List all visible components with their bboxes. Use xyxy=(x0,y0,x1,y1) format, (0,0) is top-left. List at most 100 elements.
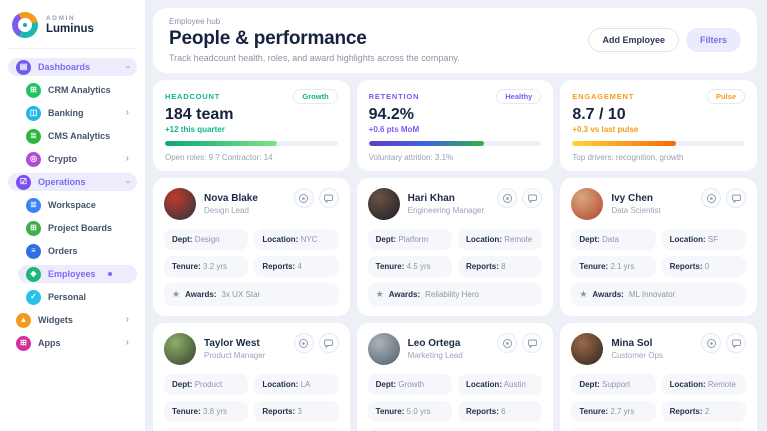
reports-field: Reports: 3 xyxy=(254,401,339,422)
chevron-icon: › xyxy=(125,153,129,164)
comment-button[interactable] xyxy=(318,333,339,353)
kpi-note: Voluntary attrition: 3.1% xyxy=(368,153,454,162)
kpi-note: Open roles: 9 ? Contractor: 14 xyxy=(165,153,273,162)
kpi-status-badge[interactable]: Pulse xyxy=(706,89,745,104)
tenure-field: Tenure: 2.7 yrs xyxy=(571,401,656,422)
sidebar-item-icon: ◈ xyxy=(26,266,41,282)
dept-field: Dept: Platform xyxy=(367,229,452,250)
view-profile-button[interactable] xyxy=(293,333,314,353)
sidebar-item-label: Crypto xyxy=(48,154,77,164)
view-profile-button[interactable] xyxy=(497,188,518,208)
tenure-field: Tenure: 5.0 yrs xyxy=(367,401,452,422)
employee-card: Ivy Chen Data Scientist xyxy=(560,178,757,316)
employee-name: Taylor West xyxy=(204,338,260,349)
kpi-row: HEADCOUNT Growth 184 team +12 this quart… xyxy=(153,80,757,171)
add-employee-button[interactable]: Add Employee xyxy=(588,28,679,52)
brand-name: Luminus xyxy=(46,23,94,35)
employee-fields: Dept: Support Location: Remote Tenure: 2… xyxy=(571,374,746,422)
sidebar-item-icon: ≣ xyxy=(26,128,41,144)
star-icon: ★ xyxy=(375,289,384,299)
sidebar-item-personal[interactable]: ✓ Personal › xyxy=(18,288,137,306)
sidebar-item-dashboards[interactable]: ▤ Dashboards › xyxy=(8,58,137,76)
comment-icon xyxy=(527,194,537,203)
avatar xyxy=(571,188,604,220)
chevron-icon: › xyxy=(125,337,129,348)
comment-button[interactable] xyxy=(318,188,339,208)
kpi-status-badge[interactable]: Healthy xyxy=(496,89,542,104)
sidebar-item-icon: ⊞ xyxy=(26,82,41,98)
dept-field: Dept: Design xyxy=(164,229,249,250)
comment-button[interactable] xyxy=(726,188,746,208)
sidebar-item-operations[interactable]: ☑ Operations › xyxy=(8,173,137,191)
employee-role: Engineering Manager xyxy=(407,206,485,215)
filters-button[interactable]: Filters xyxy=(685,28,741,52)
sidebar-item-apps[interactable]: ⊞ Apps › xyxy=(8,334,137,352)
reports-field: Reports: 6 xyxy=(457,401,543,422)
sidebar-item-project-boards[interactable]: ⊞ Project Boards › xyxy=(18,219,137,237)
kpi-progress-fill xyxy=(165,141,278,146)
sidebar-item-label: Orders xyxy=(48,246,78,256)
location-field: Location: SF xyxy=(661,229,746,250)
view-profile-button[interactable] xyxy=(497,333,518,353)
sidebar-nav: ▤ Dashboards › ⊞ CRM Analytics › ◫ Banki… xyxy=(8,58,137,352)
sidebar-item-icon: ▲ xyxy=(16,312,31,328)
sidebar-item-label: Project Boards xyxy=(48,223,113,233)
sidebar-item-cms-analytics[interactable]: ≣ CMS Analytics › xyxy=(18,127,137,145)
sidebar-item-icon: ⊞ xyxy=(26,220,41,236)
employee-role: Marketing Lead xyxy=(407,351,463,360)
sidebar-item-employees[interactable]: ◈ Employees › xyxy=(18,265,137,283)
reports-field: Reports: 8 xyxy=(457,256,543,277)
location-field: Location: Remote xyxy=(457,229,543,250)
location-field: Location: Austin xyxy=(457,374,543,395)
kpi-progress-track xyxy=(165,141,338,146)
employee-fields: Dept: Growth Location: Austin Tenure: 5.… xyxy=(367,374,543,422)
sidebar-item-crypto[interactable]: ◎ Crypto › xyxy=(18,150,137,168)
sidebar-item-widgets[interactable]: ▲ Widgets › xyxy=(8,311,137,329)
awards-field: ★ Awards: Reliability Hero xyxy=(367,283,543,306)
view-profile-button[interactable] xyxy=(701,333,721,353)
employee-name: Mina Sol xyxy=(611,338,653,349)
location-field: Location: LA xyxy=(254,374,339,395)
kpi-label: HEADCOUNT xyxy=(165,92,221,101)
comment-icon xyxy=(324,194,334,203)
sidebar-item-banking[interactable]: ◫ Banking › xyxy=(18,104,137,122)
view-profile-button[interactable] xyxy=(701,188,721,208)
dept-field: Dept: Data xyxy=(571,229,656,250)
star-icon: ★ xyxy=(579,289,588,299)
avatar xyxy=(367,333,400,365)
sidebar-item-icon: ≡ xyxy=(26,243,41,259)
sidebar-item-crm-analytics[interactable]: ⊞ CRM Analytics › xyxy=(18,81,137,99)
employee-fields: Dept: Design Location: NYC Tenure: 3.2 y… xyxy=(164,229,339,277)
sidebar-item-icon: ◫ xyxy=(26,105,41,121)
sidebar-item-icon: ☑ xyxy=(16,174,31,190)
brand-logo-icon xyxy=(12,12,38,38)
dept-field: Dept: Support xyxy=(571,374,656,395)
comment-icon xyxy=(324,339,334,348)
kpi-status-badge[interactable]: Growth xyxy=(293,89,338,104)
sidebar-item-label: Widgets xyxy=(38,315,73,325)
chevron-icon: › xyxy=(125,107,129,118)
kpi-label: RETENTION xyxy=(368,92,420,101)
kpi-value: 8.7 / 10 xyxy=(572,106,626,123)
target-icon xyxy=(706,338,716,348)
sidebar-item-icon: ▤ xyxy=(16,59,31,75)
location-field: Location: NYC xyxy=(254,229,339,250)
sidebar-item-orders[interactable]: ≡ Orders › xyxy=(18,242,137,260)
comment-button[interactable] xyxy=(522,188,543,208)
view-profile-button[interactable] xyxy=(293,188,314,208)
employee-card: Leo Ortega Marketing Lead xyxy=(356,323,554,431)
employee-role: Product Manager xyxy=(204,351,266,360)
avatar xyxy=(164,188,196,220)
employee-role: Customer Ops xyxy=(611,351,663,360)
chevron-icon: › xyxy=(125,314,129,325)
kpi-progress-fill xyxy=(572,141,676,146)
reports-field: Reports: 0 xyxy=(661,256,746,277)
comment-button[interactable] xyxy=(726,333,746,353)
sidebar-item-label: Banking xyxy=(48,108,84,118)
sidebar-item-workspace[interactable]: ≣ Workspace › xyxy=(18,196,137,214)
sidebar-item-label: Apps xyxy=(38,338,61,348)
target-icon xyxy=(299,338,309,348)
comment-button[interactable] xyxy=(522,333,543,353)
avatar xyxy=(164,333,196,365)
star-icon: ★ xyxy=(172,289,181,299)
